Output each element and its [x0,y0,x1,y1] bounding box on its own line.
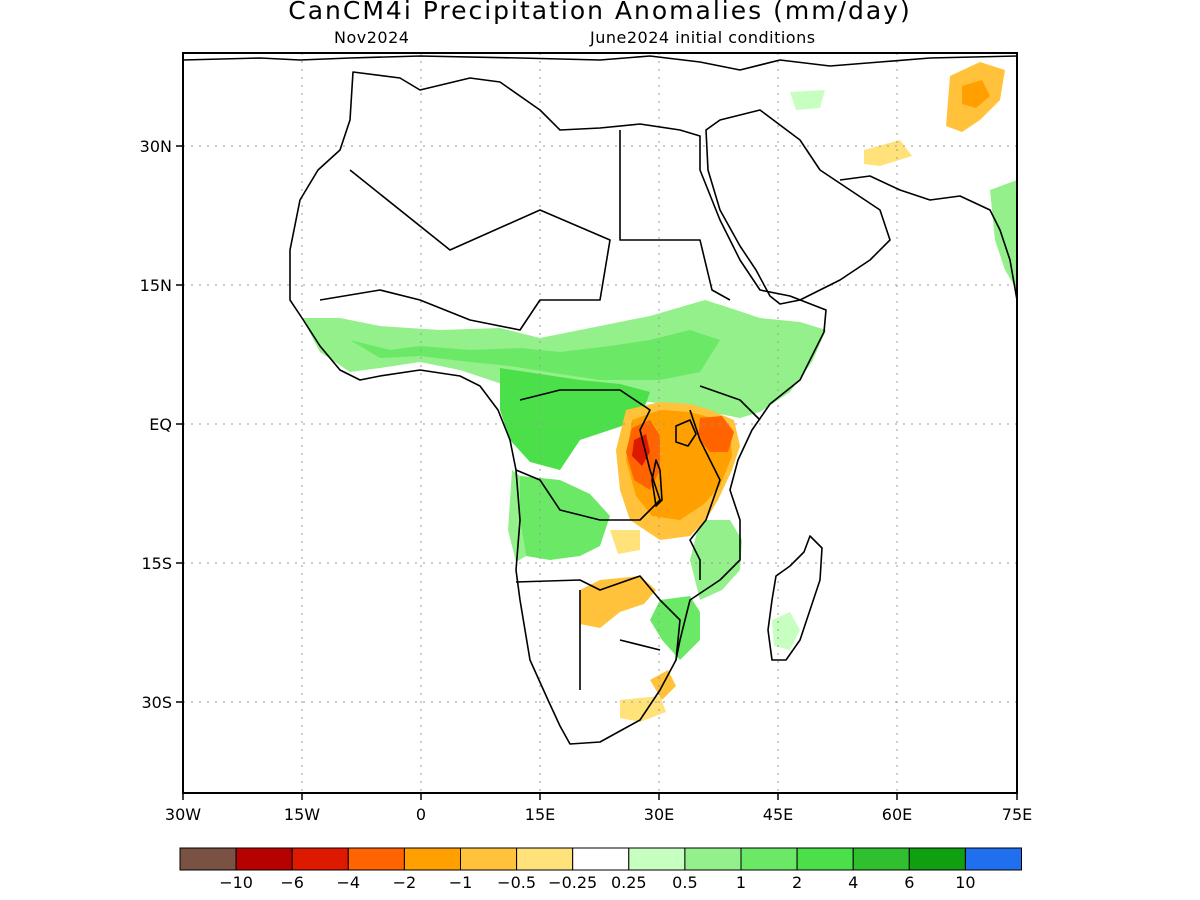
colorbar-swatch [628,847,686,871]
lon-tick-label: 45E [763,805,793,824]
lon-tick-label: 0 [416,805,426,824]
colorbar-swatch [179,847,237,871]
lat-tick-label: 15S [141,554,172,573]
lake-victoria [675,419,697,447]
europe-asia-coast [183,55,1017,71]
lat-tick-label: EQ [149,415,172,434]
initial-conditions: June2024 initial conditions [590,28,816,47]
madagascar-wet [772,612,800,650]
colorbar-label: −6 [280,873,304,892]
colorbar-label: 2 [792,873,802,892]
colorbar-swatch [235,847,293,871]
tick-marks [176,145,1018,800]
colorbar-label: −4 [337,873,361,892]
mozambique-wet [690,520,742,600]
colorbar-swatch [516,847,574,871]
colorbar-swatch [964,847,1023,871]
angola-wet-light [508,470,526,562]
map-frame [182,52,1018,794]
colorbar-swatch [852,847,910,871]
lon-tick-label: 15W [284,805,320,824]
colorbar-label: −0.25 [548,873,597,892]
east-africa-dry-core3 [632,434,650,466]
sahel-wet-core [350,330,720,380]
nile-border [619,130,731,301]
colorbar-label: −10 [219,873,253,892]
colorbar-swatch [572,847,630,871]
target-month: Nov2024 [334,28,410,47]
colorbar-swatch [460,847,518,871]
colorbar-labels: −10 −6 −4 −2 −1 −0.5 −0.25 0.25 0.5 1 2 4 6 10 [219,873,975,892]
se-africa-wet [650,596,700,660]
congo-borders [515,389,661,521]
congo-wet-core [500,368,650,470]
colorbar [179,847,1023,871]
map-title: CanCM4i Precipitation Anomalies (mm/day) [288,0,912,25]
lat-tick-label: 30N [140,137,172,156]
lon-tick-labels: 30W 15W 0 15E 30E 45E 60E 75E [165,805,1032,824]
lon-tick-label: 30W [165,805,201,824]
colorbar-label: 0.5 [672,873,697,892]
lon-tick-label: 15E [525,805,555,824]
angola-wet [520,476,610,560]
colorbar-swatch [291,847,349,871]
colorbar-label: −1 [449,873,473,892]
lat-tick-label: 15N [140,276,172,295]
madagascar-coast [767,535,823,661]
colorbar-label: −2 [393,873,417,892]
colorbar-swatch [684,847,742,871]
colorbar-label: 6 [904,873,914,892]
lat-tick-labels: 30N 15N EQ 15S 30S [140,137,172,712]
colorbar-swatch [796,847,854,871]
colorbar-label: −0.5 [497,873,536,892]
southern-africa-dry-light [610,530,640,554]
lon-tick-label: 75E [1002,805,1032,824]
graticule [183,53,1017,793]
afghanistan-dry-core [962,80,990,108]
coastlines [183,55,1017,745]
colorbar-swatch [908,847,966,871]
arabia-wet [790,90,825,110]
colorbar-label: 10 [955,873,975,892]
lon-tick-label: 60E [882,805,912,824]
colorbar-swatch [740,847,798,871]
lake-tanganyika [651,459,663,507]
colorbar-label: 4 [848,873,858,892]
colorbar-label: 0.25 [611,873,647,892]
sahara-borders [319,169,611,331]
lon-tick-label: 30E [644,805,674,824]
colorbar-swatch [403,847,461,871]
iran-dry [864,140,912,166]
arabia-coast [705,109,891,305]
south-borders [515,575,681,690]
lat-tick-label: 30S [141,693,172,712]
east-borders [689,385,761,580]
colorbar-swatch [347,847,405,871]
colorbar-label: 1 [736,873,746,892]
east-africa-dry-core2 [698,416,734,452]
anomaly-shading [302,62,1017,722]
persian-gulf-coast [839,175,1017,301]
